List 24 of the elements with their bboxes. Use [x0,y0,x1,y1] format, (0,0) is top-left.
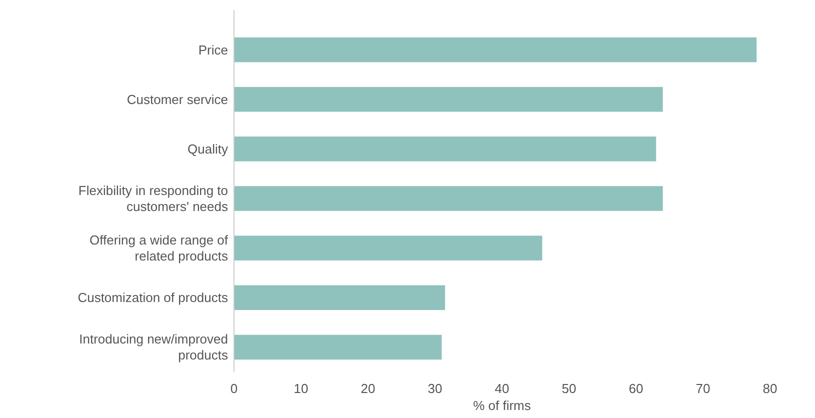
x-tick-label: 10 [294,381,308,396]
bar [234,334,442,360]
x-tick-label: 50 [562,381,576,396]
bar [234,236,542,260]
bar [234,186,663,211]
y-tick-label: Customer service [126,92,228,107]
x-tick-label: 60 [628,381,644,396]
x-tick-label: 20 [360,381,376,396]
y-tick-label: Introducing new/improved products [79,332,228,363]
y-tick-label: Flexibility in responding to customers' needs [78,183,228,214]
x-axis-title: % of firms [473,398,532,413]
x-tick-label: 0 [230,381,238,396]
y-tick-label: Customization of products [78,290,228,306]
y-tick-label: Offering a wide range of related products [89,232,228,264]
x-tick-label: 80 [762,381,778,396]
bar [234,136,656,162]
x-tick-label: 70 [696,381,710,396]
y-tick-label: Price [198,42,228,58]
x-tick-label: 30 [428,381,442,396]
y-tick-label: Quality [188,141,228,156]
bar [234,285,446,310]
bar [234,86,663,112]
x-tick-label: 40 [494,381,510,396]
bar [234,37,757,62]
